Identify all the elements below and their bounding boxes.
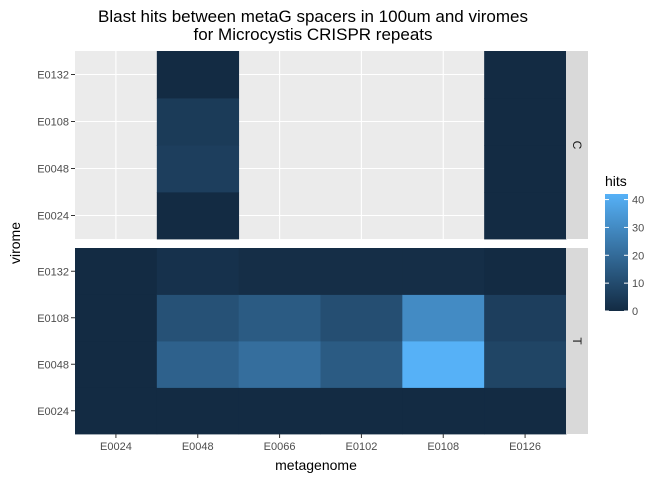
x-tick-label-e0108: E0108 bbox=[427, 441, 459, 453]
x-tick-label-e0102: E0102 bbox=[346, 441, 378, 453]
legend-tick-label-20: 20 bbox=[632, 250, 644, 262]
facet-t-y-tick-label-e0048: E0048 bbox=[37, 359, 69, 371]
facet-t-tile-e0048-e0048 bbox=[156, 341, 240, 388]
facet-t-tile-e0066-e0024 bbox=[238, 387, 321, 435]
facet-c-y-tick-label-e0108: E0108 bbox=[37, 117, 69, 129]
facet-t-tile-e0126-e0132 bbox=[484, 248, 567, 295]
facet-c-tile-e0126-e0024 bbox=[484, 192, 567, 240]
facet-c-tile-e0048-e0024 bbox=[156, 192, 240, 240]
facet-t-y-tick-label-e0108: E0108 bbox=[37, 313, 69, 325]
facet-t-tile-e0108-e0108 bbox=[402, 294, 485, 342]
facet-t-tile-e0126-e0108 bbox=[484, 294, 567, 342]
chart-title-line-2: for Microcystis CRISPR repeats bbox=[194, 25, 433, 44]
legend-title: hits bbox=[605, 173, 627, 189]
facet-t-tile-e0024-e0048 bbox=[75, 341, 158, 388]
facet-c-tile-e0126-e0108 bbox=[484, 98, 567, 146]
facet-t-tile-e0108-e0048 bbox=[402, 341, 485, 388]
facet-c-tile-e0048-e0048 bbox=[156, 145, 240, 193]
legend-colorbar bbox=[605, 194, 628, 311]
y-axis-label: virome bbox=[7, 222, 23, 264]
facet-t-tile-e0024-e0132 bbox=[75, 248, 158, 295]
facet-t-tile-e0126-e0024 bbox=[484, 387, 567, 435]
facet-t-strip-label: T bbox=[570, 337, 584, 345]
facet-t-tile-e0102-e0048 bbox=[320, 341, 403, 388]
facet-t-tile-e0048-e0108 bbox=[156, 294, 240, 342]
plot-area: E0024 E0048 E0108 E0132 C E0024 E0048 E0108 E013… bbox=[37, 51, 588, 453]
facet-t-tile-e0024-e0024 bbox=[75, 387, 158, 435]
facet-c-y-tick-label-e0024: E0024 bbox=[37, 211, 69, 223]
facet-t-tile-e0024-e0108 bbox=[75, 294, 158, 342]
facet-t-y-tick-label-e0024: E0024 bbox=[37, 406, 69, 418]
x-tick-label-e0048: E0048 bbox=[182, 441, 214, 453]
facet-t-tile-e0102-e0108 bbox=[320, 294, 403, 342]
facet-t-strip bbox=[566, 248, 588, 434]
facet-c-tile-e0048-e0108 bbox=[156, 98, 240, 146]
facet-c-strip-label: C bbox=[570, 141, 584, 150]
facet-t-tile-e0066-e0108 bbox=[238, 294, 321, 342]
facet-c-tile-e0048-e0132 bbox=[156, 51, 240, 99]
facet-c-strip bbox=[566, 51, 588, 239]
x-tick-label-e0066: E0066 bbox=[264, 441, 296, 453]
facet-t-tile-e0066-e0132 bbox=[238, 248, 321, 295]
legend-tick-label-40: 40 bbox=[632, 195, 644, 207]
facet-t-tile-e0108-e0024 bbox=[402, 387, 485, 435]
facet-c-y-tick-label-e0048: E0048 bbox=[37, 164, 69, 176]
legend-tick-label-10: 10 bbox=[632, 278, 644, 290]
facet-t-tile-e0102-e0024 bbox=[320, 387, 403, 435]
facet-t-tile-e0108-e0132 bbox=[402, 248, 485, 295]
legend-tick-label-30: 30 bbox=[632, 222, 644, 234]
facet-t-tile-e0126-e0048 bbox=[484, 341, 567, 388]
facet-t-tile-e0048-e0024 bbox=[156, 387, 240, 435]
chart-title-line-1: Blast hits between metaG spacers in 100u… bbox=[98, 7, 528, 26]
facet-t-tile-e0102-e0132 bbox=[320, 248, 403, 295]
x-axis-label: metagenome bbox=[275, 457, 357, 473]
facet-t-tile-e0048-e0132 bbox=[156, 248, 240, 295]
legend-tick-label-0: 0 bbox=[632, 306, 638, 318]
color-legend: hits 0 10 20 30 40 bbox=[605, 173, 644, 318]
x-tick-label-e0126: E0126 bbox=[509, 441, 541, 453]
facet-c-y-tick-label-e0132: E0132 bbox=[37, 70, 69, 82]
facet-c-tile-e0126-e0048 bbox=[484, 145, 567, 193]
facet-t-y-tick-label-e0132: E0132 bbox=[37, 266, 69, 278]
facet-c-tile-e0126-e0132 bbox=[484, 51, 567, 99]
x-tick-label-e0024: E0024 bbox=[100, 441, 132, 453]
facet-t-tile-e0066-e0048 bbox=[238, 341, 321, 388]
